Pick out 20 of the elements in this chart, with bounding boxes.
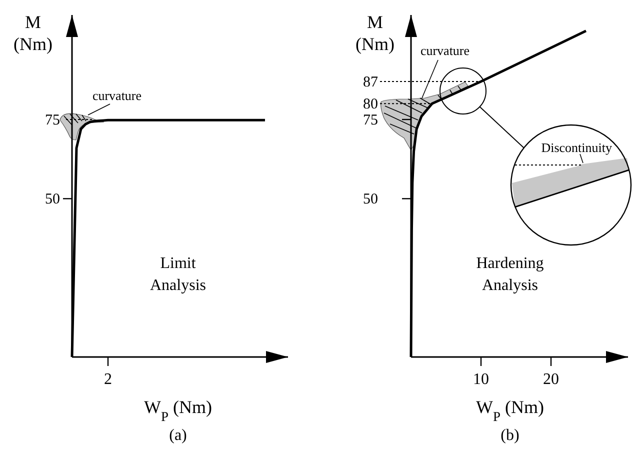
y-tick-label: 87 — [363, 74, 378, 90]
text: (a) — [169, 427, 187, 444]
y-tick-label: 75 — [363, 112, 378, 128]
y-axis-title: M (Nm) — [14, 12, 52, 54]
annotation: curvature — [92, 88, 142, 103]
annotation: Hardening Analysis — [476, 255, 544, 294]
x-tick-label: 10 — [473, 371, 489, 388]
text: 2 — [104, 371, 112, 388]
annotation: Limit Analysis — [150, 255, 206, 294]
y-tick-label: 50 — [45, 192, 60, 208]
y-tick-label: 80 — [363, 96, 378, 113]
y-axis-title: M (Nm) — [356, 12, 394, 54]
x-axis-title: W$_{P}$ (Nm) — [476, 397, 544, 424]
y-tick-label: 75 — [45, 112, 60, 128]
text: (b) — [500, 427, 520, 444]
x-axis-title: W$_{P}$ (Nm) — [144, 397, 212, 424]
annotation: Discontinuity — [541, 140, 612, 155]
x-tick-label: 20 — [543, 371, 559, 388]
y-tick-label: 50 — [363, 192, 378, 208]
annotation: curvature — [420, 43, 470, 58]
